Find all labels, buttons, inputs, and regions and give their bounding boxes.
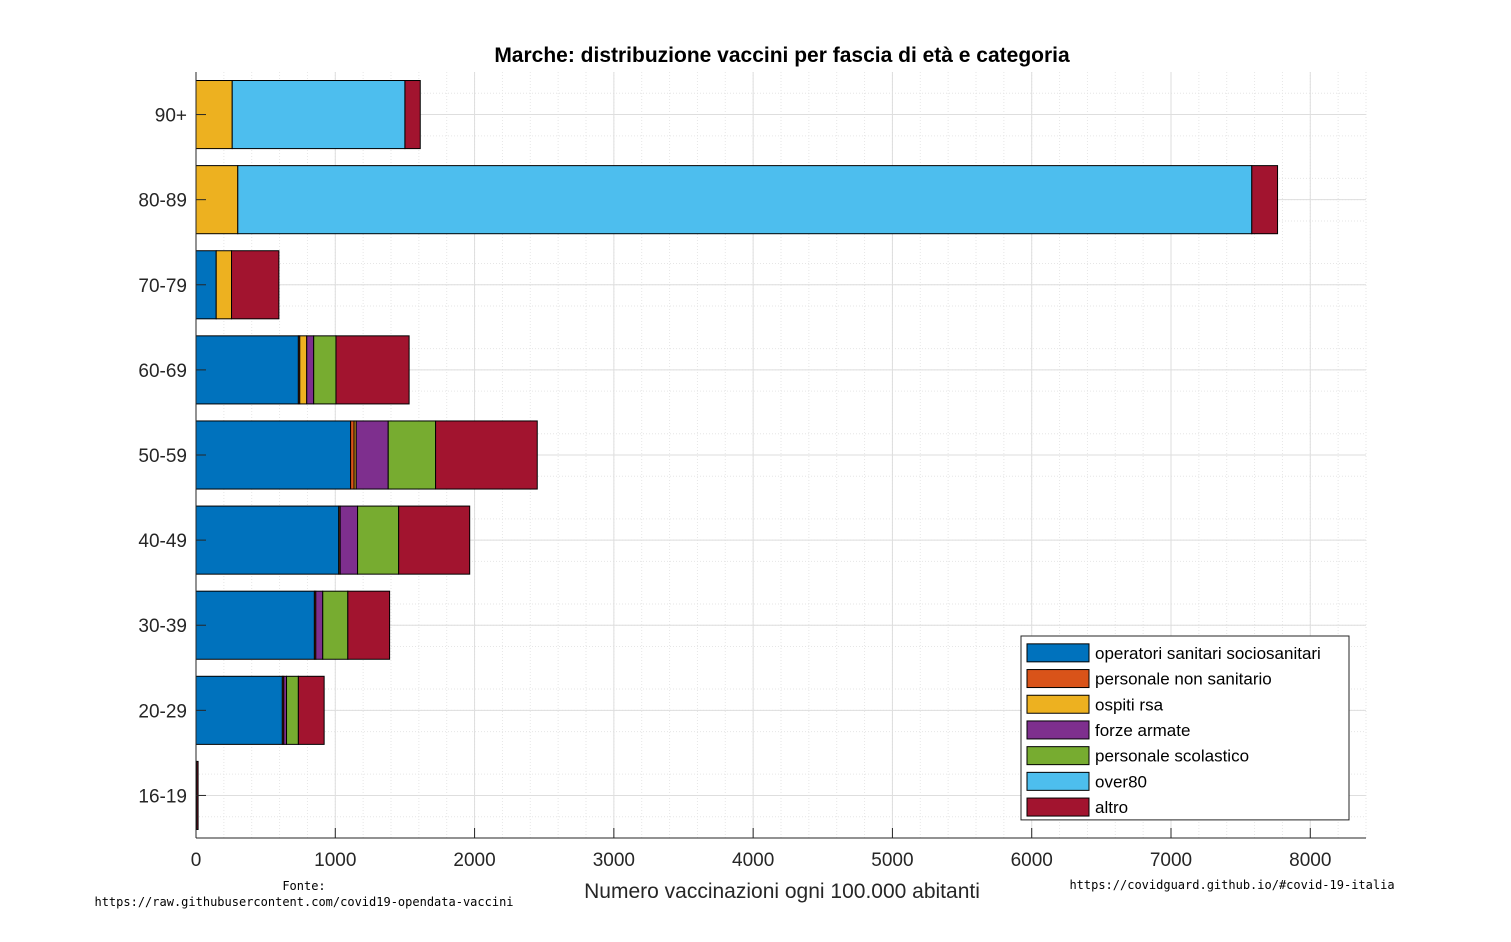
bar-segment: [299, 335, 308, 405]
x-tick-label: 1000: [314, 850, 356, 871]
bar-segment: [435, 420, 538, 490]
bar-segment: [231, 250, 280, 320]
x-tick-label: 8000: [1289, 850, 1331, 871]
x-axis-label: Numero vaccinazioni ogni 100.000 abitant…: [584, 880, 980, 903]
bar-segment: [398, 505, 471, 575]
legend-swatch: [1026, 694, 1090, 714]
source-label: Fonte:: [282, 879, 325, 893]
bar-segment: [195, 590, 315, 660]
x-tick-label: 7000: [1150, 850, 1192, 871]
bar-segment: [1251, 165, 1279, 235]
bar-segment: [313, 335, 337, 405]
bar-segment: [357, 505, 400, 575]
legend-swatch: [1026, 746, 1090, 766]
legend-label: personale scolastico: [1095, 747, 1249, 766]
bar-segment: [195, 420, 352, 490]
x-tick-label: 6000: [1011, 850, 1053, 871]
chart-title: Marche: distribuzione vaccini per fascia…: [494, 44, 1070, 67]
legend-swatch: [1026, 643, 1090, 663]
legend-label: altro: [1095, 798, 1128, 817]
bar-segment: [404, 80, 421, 150]
legend-swatch: [1026, 720, 1090, 740]
legend-label: operatori sanitari sociosanitari: [1095, 644, 1321, 663]
bar-segment: [231, 80, 406, 150]
bar-segment: [347, 590, 391, 660]
tick-labels: 0 1000 2000 3000 4000 5000 6000 7000 8000 90+ 80-8…: [138, 106, 1331, 871]
bar-segment: [339, 505, 359, 575]
bar-segment: [286, 675, 299, 745]
bar-segment: [335, 335, 410, 405]
legend-label: personale non sanitario: [1095, 670, 1272, 689]
bar-segment: [387, 420, 437, 490]
bars: [195, 80, 1279, 830]
bar-segment: [350, 420, 355, 490]
bar-segment: [355, 420, 389, 490]
y-tick-label: 60-69: [138, 361, 187, 382]
source-url[interactable]: https://raw.githubusercontent.com/covid1…: [94, 895, 513, 909]
x-tick-label: 3000: [593, 850, 635, 871]
legend: operatori sanitari sociosanitari personal…: [1020, 635, 1350, 821]
bar-segment: [215, 250, 233, 320]
legend-label: ospiti rsa: [1095, 695, 1164, 714]
site-url[interactable]: https://covidguard.github.io/#covid-19-i…: [1069, 878, 1394, 892]
x-tick-label: 4000: [732, 850, 774, 871]
y-tick-label: 30-39: [138, 616, 187, 637]
legend-swatch: [1026, 797, 1090, 817]
legend-swatch: [1026, 771, 1090, 791]
y-tick-label: 70-79: [138, 276, 187, 297]
legend-swatch: [1026, 669, 1090, 689]
x-tick-label: 5000: [871, 850, 913, 871]
y-tick-label: 20-29: [138, 701, 187, 722]
axes: [195, 72, 1366, 839]
x-tick-label: 0: [191, 850, 202, 871]
bar-segment: [195, 505, 340, 575]
y-tick-label: 80-89: [138, 191, 187, 212]
bar-segment: [297, 675, 325, 745]
legend-label: over80: [1095, 772, 1147, 791]
legend-label: forze armate: [1095, 721, 1190, 740]
bar-segment: [322, 590, 349, 660]
y-tick-label: 16-19: [138, 786, 187, 807]
bar-segment: [315, 590, 324, 660]
y-tick-label: 40-49: [138, 531, 187, 552]
y-tick-label: 50-59: [138, 446, 187, 467]
bar-segment: [195, 335, 299, 405]
y-tick-label: 90+: [155, 106, 187, 127]
bar-segment: [237, 165, 1253, 235]
x-tick-label: 2000: [453, 850, 495, 871]
bar-segment: [195, 675, 283, 745]
bar-segment: [306, 335, 315, 405]
